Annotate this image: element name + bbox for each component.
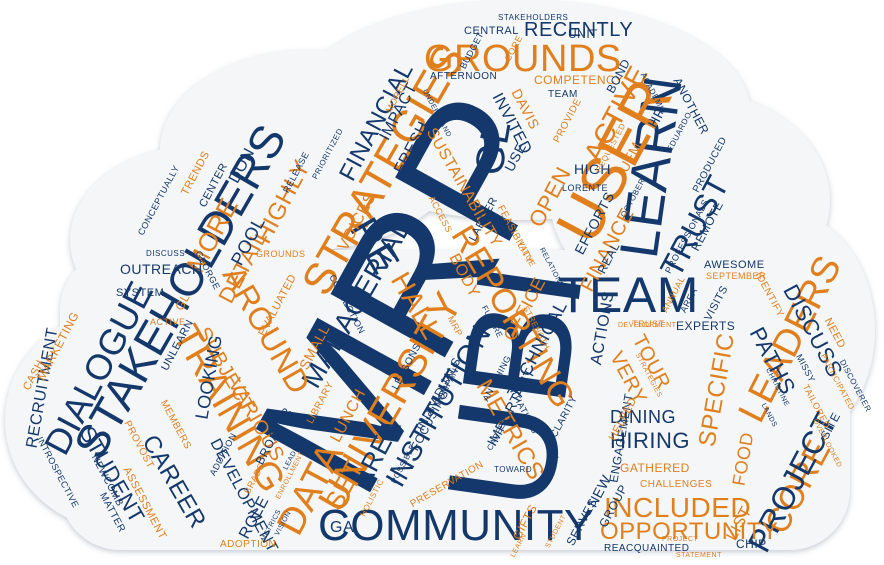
word-opportunity: OPPORTUNITY (600, 518, 779, 545)
word-included: INCLUDED (604, 492, 752, 523)
word-experts: EXPERTS (676, 319, 736, 333)
word-adoption: ADOPTION (220, 539, 277, 550)
word-development-small: DEVELOPMENT (618, 322, 677, 329)
word-project-small: PROJECT (662, 536, 699, 543)
word-high: HIGH (574, 161, 611, 177)
word-team: TEAM (558, 267, 699, 323)
word-lorente: LORENTE (562, 183, 609, 193)
word-community: COMMUNITY (318, 501, 594, 550)
word-gathered: GATHERED (620, 461, 690, 475)
word-awesome: AWESOME (704, 259, 765, 271)
word-central: CENTRAL (464, 25, 519, 37)
word-challenges: CHALLENGES (640, 479, 713, 490)
word-grounds-small: GROUNDS (256, 249, 306, 259)
word-active-small: ACTIVE (150, 317, 186, 327)
word-discuss-small: DISCUSS (146, 249, 186, 258)
word-outreach: OUTREACH (120, 261, 203, 277)
word-hiring: HIRING (610, 428, 690, 453)
word-statement: STATEMENT (676, 552, 722, 559)
word-team-small: TEAM (548, 89, 578, 100)
word-competency: COMPETENCY (534, 73, 624, 87)
word-ga: GA (330, 519, 355, 536)
word-stakeholders-small: STAKEHOLDERS (498, 13, 569, 22)
word-reacquainted: REACQUAINTED (604, 543, 690, 554)
word-september: SEPTEMBER (706, 271, 767, 281)
word-afternoon: AFTERNOON (430, 71, 498, 82)
word-chip: CHIP (736, 537, 767, 551)
word-unit: UNIT (568, 27, 598, 41)
word-dining: DINING (610, 407, 676, 427)
word-trust-small: TRUST (632, 319, 665, 329)
word-toward: TOWARD (494, 465, 533, 474)
word-system: SYSTEM (116, 287, 165, 299)
word-grounds: GROUNDS (424, 38, 622, 80)
word-recently: RECENTLY (524, 19, 634, 41)
